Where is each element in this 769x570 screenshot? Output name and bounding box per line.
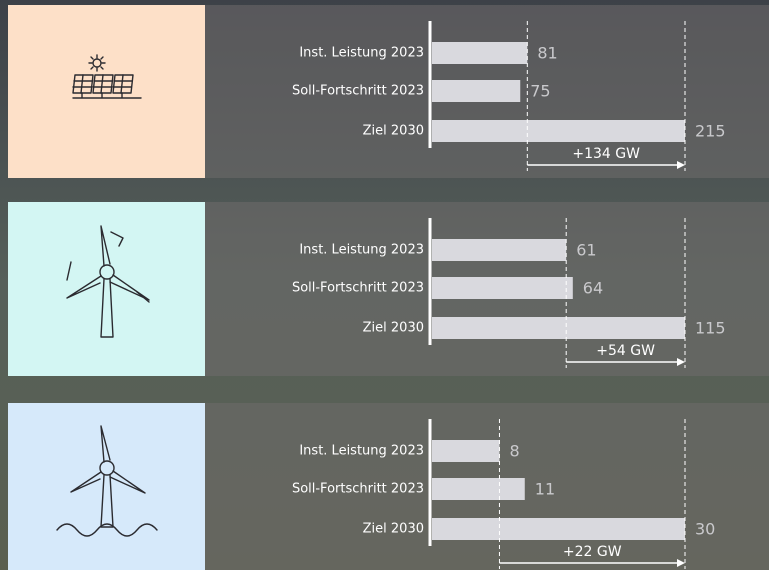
- category-label: Ziel 2030: [363, 321, 424, 336]
- value-label: 81: [537, 44, 557, 63]
- bar: [432, 478, 525, 500]
- bar: [432, 80, 521, 102]
- delta-annotation: +134 GW: [572, 146, 640, 162]
- category-label: Soll-Fortschritt 2023: [292, 482, 424, 497]
- solar-icon: [72, 54, 142, 99]
- value-label: 11: [535, 480, 555, 499]
- offshore-wind-icon: [56, 425, 158, 537]
- bar: [432, 317, 685, 339]
- category-label: Soll-Fortschritt 2023: [292, 84, 424, 99]
- category-label: Inst. Leistung 2023: [299, 46, 424, 61]
- bar: [432, 120, 685, 142]
- icon-panel: [8, 5, 205, 178]
- wind-icon: [66, 225, 150, 338]
- bar: [432, 277, 573, 299]
- category-label: Ziel 2030: [363, 522, 424, 537]
- value-label: 8: [509, 442, 519, 461]
- value-label: 30: [695, 520, 715, 539]
- value-label: 75: [530, 82, 550, 101]
- value-label: 115: [695, 319, 726, 338]
- value-label: 215: [695, 122, 726, 141]
- panels: Inst. Leistung 2023 81 Soll-Fortschritt 20…: [8, 5, 769, 570]
- bar: [432, 440, 500, 462]
- category-label: Soll-Fortschritt 2023: [292, 281, 424, 296]
- category-label: Ziel 2030: [363, 124, 424, 139]
- bar: [432, 518, 685, 540]
- bar: [432, 239, 567, 261]
- delta-annotation: +54 GW: [596, 343, 655, 359]
- arrow-head: [677, 358, 685, 366]
- delta-annotation: +22 GW: [563, 544, 622, 560]
- arrow-head: [677, 559, 685, 567]
- value-label: 64: [583, 279, 603, 298]
- icon-panel: [8, 403, 205, 570]
- arrow-head: [677, 161, 685, 169]
- bar: [432, 42, 528, 64]
- value-label: 61: [576, 241, 596, 260]
- category-label: Inst. Leistung 2023: [299, 444, 424, 459]
- category-label: Inst. Leistung 2023: [299, 243, 424, 258]
- icon-panel: [8, 202, 205, 376]
